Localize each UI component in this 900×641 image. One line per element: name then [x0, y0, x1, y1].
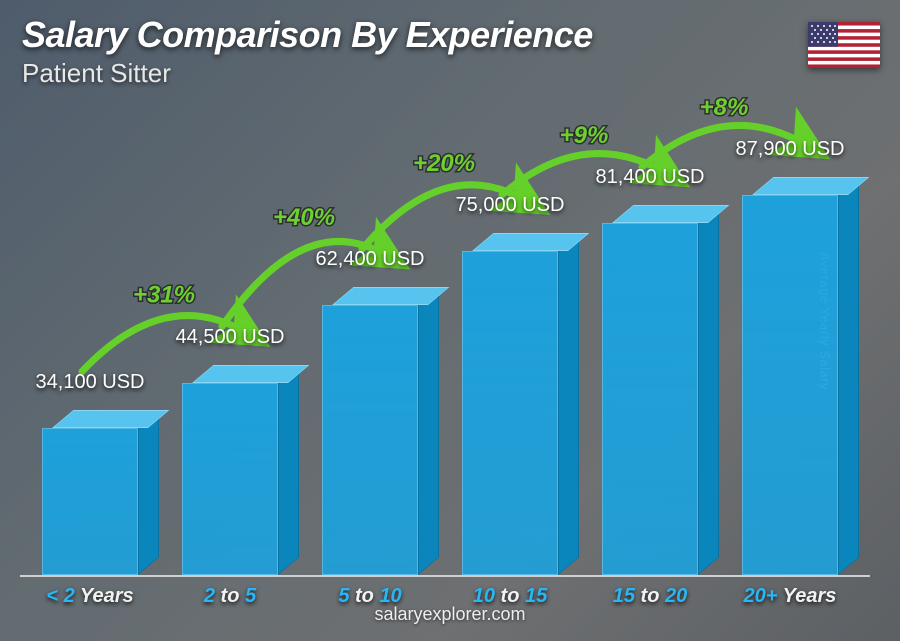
bar-front — [602, 223, 698, 575]
bar-side — [838, 177, 859, 575]
value-label: 62,400 USD — [290, 248, 450, 271]
bar-front — [322, 305, 418, 575]
bar-slot: 62,400 USD5 to 10 — [300, 100, 440, 575]
bar-slot: 34,100 USD< 2 Years — [20, 100, 160, 575]
bar-front — [462, 251, 558, 575]
bar-side — [418, 288, 439, 575]
bar — [322, 305, 418, 575]
bar-slot: 44,500 USD2 to 5 — [160, 100, 300, 575]
bar-chart: +31%+40%+20%+9%+8% 34,100 USD< 2 Years44… — [20, 100, 864, 575]
bar-slot: 87,900 USD20+ Years — [720, 100, 860, 575]
us-flag-icon — [808, 22, 880, 68]
bar — [42, 428, 138, 575]
bar — [462, 251, 558, 575]
value-label: 44,500 USD — [150, 326, 310, 349]
value-label: 81,400 USD — [570, 166, 730, 189]
value-label: 87,900 USD — [710, 138, 870, 161]
bar-front — [742, 195, 838, 575]
bar-slot: 75,000 USD10 to 15 — [440, 100, 580, 575]
bar — [742, 195, 838, 575]
value-label: 34,100 USD — [10, 371, 170, 394]
bar-front — [182, 383, 278, 575]
bar-side — [138, 410, 159, 575]
bar-slot: 81,400 USD15 to 20 — [580, 100, 720, 575]
bar — [602, 223, 698, 575]
value-label: 75,000 USD — [430, 194, 590, 217]
bar-side — [278, 365, 299, 575]
page-subtitle: Patient Sitter — [22, 58, 171, 89]
bar-front — [42, 428, 138, 575]
footer-source: salaryexplorer.com — [0, 604, 900, 625]
bar-side — [698, 205, 719, 575]
chart-canvas: Salary Comparison By Experience Patient … — [0, 0, 900, 641]
bar-side — [558, 233, 579, 575]
chart-baseline — [20, 575, 870, 577]
bar — [182, 383, 278, 575]
page-title: Salary Comparison By Experience — [22, 14, 593, 56]
